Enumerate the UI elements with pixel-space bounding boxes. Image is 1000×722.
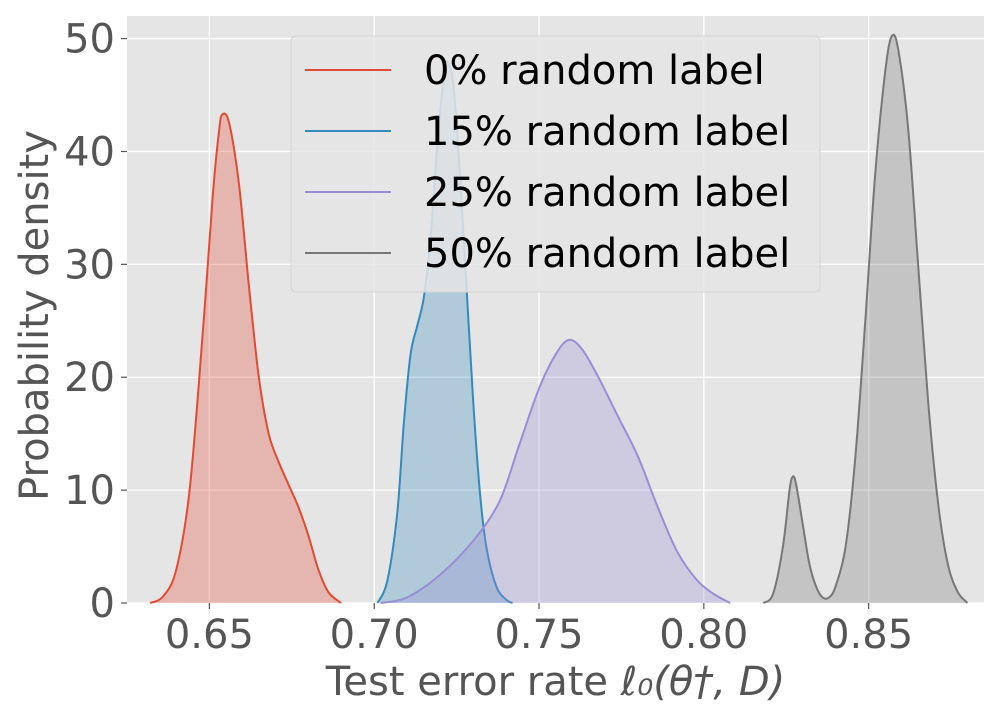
legend-label-0pct-random-label: 0% random label [424, 48, 765, 94]
x-tick-label: 0.65 [165, 612, 254, 658]
y-tick-label: 50 [64, 17, 115, 63]
x-axis-label-math: ℓ₀(θ†, D) [620, 659, 785, 705]
y-axis-label: Probability density [12, 130, 58, 501]
y-tick-label: 0 [90, 581, 115, 627]
area-15pct-random-label [377, 61, 513, 603]
x-axis-label: Test error rate ℓ₀(θ†, D) [325, 659, 785, 705]
tick-labels: 0.65 0.70 0.75 0.80 0.85 0 10 20 30 40 50 [64, 17, 913, 658]
y-tick-label: 30 [64, 242, 115, 288]
x-tick-label: 0.75 [494, 612, 583, 658]
area-0pct-random-label [150, 113, 342, 603]
y-tick-label: 20 [64, 355, 115, 401]
series-layer [149, 33, 969, 604]
y-tick-label: 40 [64, 129, 115, 175]
legend-label-25pct-random-label: 25% random label [424, 170, 790, 216]
area-50pct-random-label [763, 34, 968, 604]
x-tick-label: 0.85 [824, 612, 913, 658]
legend-box [290, 35, 821, 293]
x-axis-label-main: Test error rate [325, 659, 621, 705]
line-25pct-random-label [380, 338, 731, 604]
area-25pct-random-label [380, 339, 731, 603]
x-tick-label: 0.80 [659, 612, 748, 658]
x-tick-label: 0.70 [330, 612, 419, 658]
line-0pct-random-label [149, 112, 342, 604]
line-50pct-random-label [762, 33, 969, 604]
legend: 0% random label 15% random label 25% rando… [290, 35, 821, 293]
legend-label-50pct-random-label: 50% random label [424, 231, 790, 277]
legend-label-15pct-random-label: 15% random label [424, 109, 790, 155]
y-tick-label: 10 [64, 468, 115, 514]
